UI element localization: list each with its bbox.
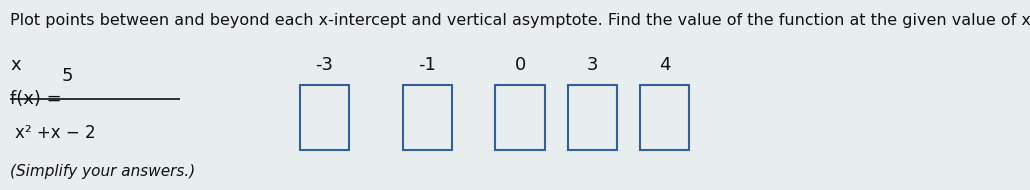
Text: Plot points between and beyond each x-intercept and vertical asymptote. Find the: Plot points between and beyond each x-in… <box>10 13 1030 28</box>
Text: 3: 3 <box>586 56 598 74</box>
Text: 4: 4 <box>658 56 671 74</box>
Text: f(x) =: f(x) = <box>10 90 62 108</box>
Text: -3: -3 <box>315 56 334 74</box>
Text: -1: -1 <box>418 56 437 74</box>
Text: x² +x − 2: x² +x − 2 <box>15 124 96 142</box>
Text: x: x <box>10 56 21 74</box>
Text: (Simplify your answers.): (Simplify your answers.) <box>10 164 196 179</box>
Text: 0: 0 <box>515 56 525 74</box>
Text: 5: 5 <box>61 67 73 85</box>
